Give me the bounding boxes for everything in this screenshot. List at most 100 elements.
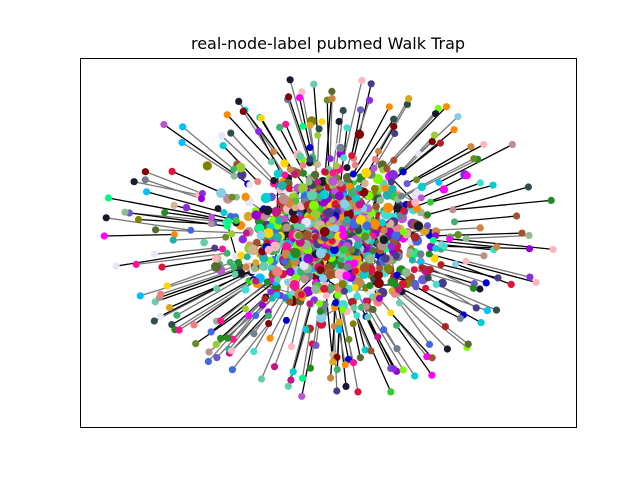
graph-node — [257, 114, 265, 122]
graph-node — [406, 248, 415, 256]
graph-node — [387, 178, 395, 186]
graph-node — [423, 222, 432, 230]
graph-node — [252, 259, 260, 267]
graph-node — [264, 245, 273, 254]
graph-node — [158, 263, 166, 271]
graph-node — [295, 232, 303, 240]
graph-node — [312, 341, 320, 349]
graph-node — [290, 248, 301, 259]
graph-node — [230, 263, 238, 271]
graph-node — [374, 333, 382, 341]
graph-node — [136, 292, 144, 300]
graph-node — [319, 226, 330, 237]
graph-node — [405, 95, 413, 103]
graph-node — [390, 115, 398, 123]
graph-edge — [301, 343, 313, 397]
graph-node — [150, 250, 159, 258]
graph-node — [524, 183, 533, 191]
graph-node — [337, 261, 345, 270]
graph-edge — [298, 97, 311, 148]
graph-node — [175, 326, 183, 334]
graph-edge — [174, 279, 254, 331]
graph-node — [157, 290, 165, 298]
graph-node — [273, 232, 282, 242]
graph-node — [450, 126, 458, 134]
graph-edge — [401, 158, 475, 197]
graph-edge — [108, 197, 212, 218]
graph-node — [329, 245, 339, 255]
graph-node — [316, 307, 324, 315]
graph-node — [373, 270, 384, 280]
graph-node — [163, 282, 171, 290]
graph-edge — [106, 217, 191, 231]
graph-node — [371, 155, 379, 163]
graph-node — [376, 196, 385, 205]
graph-edge — [226, 114, 272, 163]
graph-edge — [159, 266, 247, 299]
graph-edge — [365, 306, 404, 371]
graph-node — [273, 291, 281, 299]
graph-node — [259, 261, 269, 271]
graph-node — [339, 231, 348, 240]
graph-node — [286, 165, 294, 173]
graph-node — [390, 156, 398, 164]
graph-node — [372, 173, 384, 185]
graph-node — [141, 168, 149, 176]
graph-node — [365, 96, 374, 104]
graph-node — [425, 250, 433, 258]
graph-node — [277, 181, 287, 191]
graph-node — [306, 144, 314, 151]
graph-node — [187, 226, 195, 234]
graph-edge — [427, 186, 529, 216]
graph-node — [385, 103, 393, 111]
graph-node — [513, 212, 521, 220]
graph-edge — [269, 301, 291, 339]
graph-edge — [367, 316, 395, 370]
graph-node — [250, 347, 258, 356]
graph-node — [403, 100, 411, 108]
graph-node — [449, 206, 457, 214]
graph-node — [267, 288, 275, 296]
graph-node — [367, 347, 375, 355]
graph-node — [451, 218, 458, 226]
graph-node — [327, 283, 335, 291]
graph-node — [291, 204, 299, 212]
graph-node — [355, 184, 363, 192]
graph-node — [354, 226, 363, 235]
graph-node — [476, 285, 484, 293]
graph-node — [387, 388, 395, 396]
graph-node — [306, 300, 314, 308]
graph-node — [302, 325, 310, 333]
graph-node — [243, 211, 253, 222]
graph-node — [328, 216, 336, 224]
graph-edge — [429, 253, 537, 284]
graph-node — [243, 253, 251, 261]
graph-node — [287, 343, 295, 351]
graph-node — [333, 353, 341, 361]
graph-node — [429, 236, 437, 244]
graph-node — [310, 80, 318, 88]
graph-node — [391, 231, 401, 241]
graph-node — [351, 284, 359, 292]
graph-node — [213, 354, 221, 362]
graph-node — [252, 312, 260, 319]
graph-edge — [164, 211, 229, 222]
graph-node — [426, 265, 434, 274]
graph-node — [205, 348, 213, 356]
graph-node — [401, 267, 411, 278]
graph-node — [192, 340, 200, 348]
graph-node — [285, 93, 293, 101]
graph-edge — [215, 296, 267, 345]
graph-node — [362, 221, 372, 231]
graph-node — [299, 161, 307, 169]
graph-node — [152, 226, 160, 234]
graph-node — [302, 230, 312, 241]
graph-edge — [260, 320, 287, 380]
graph-node — [237, 170, 247, 180]
graph-node — [219, 142, 227, 150]
graph-node — [232, 217, 240, 224]
graph-edge — [166, 256, 248, 287]
graph-node — [298, 88, 306, 96]
graph-node — [328, 237, 336, 245]
graph-node — [345, 335, 353, 343]
